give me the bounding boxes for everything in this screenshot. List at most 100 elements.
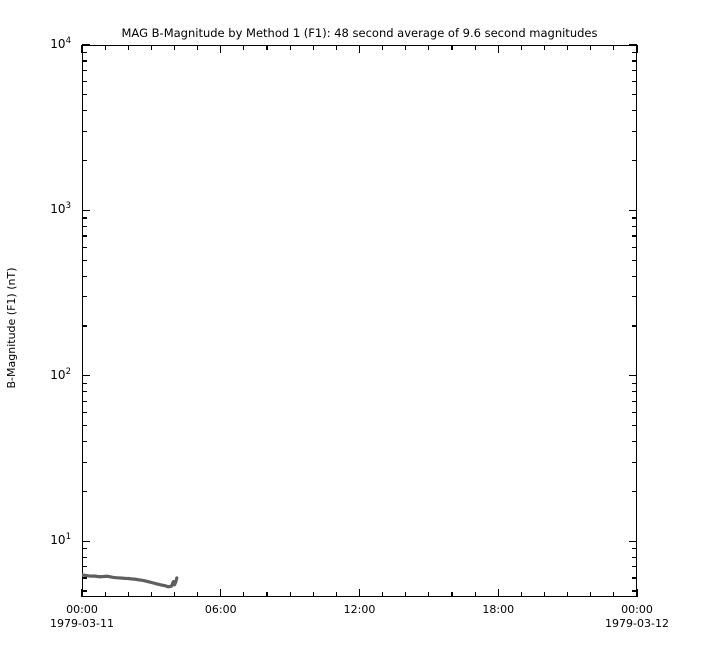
y-tick-minor-right — [632, 441, 637, 443]
x-tick-major-top — [220, 45, 222, 53]
y-tick-minor — [82, 400, 87, 403]
y-tick-minor-right — [632, 275, 637, 277]
y-tick-minor-right — [632, 51, 637, 54]
y-tick-minor — [82, 325, 87, 327]
x-tick-major-top — [358, 45, 361, 53]
series-polyline — [82, 573, 179, 589]
x-tick-minor — [335, 592, 337, 597]
y-tick-mantissa: 10 — [50, 533, 66, 548]
x-tick-minor-top — [312, 45, 314, 50]
x-tick-minor — [520, 592, 522, 597]
x-tick-minor-top — [289, 45, 291, 50]
y-tick-major — [82, 540, 90, 542]
x-tick-date: 1979-03-12 — [605, 616, 669, 630]
x-tick-minor-top — [335, 45, 337, 50]
y-tick-minor — [82, 566, 87, 568]
x-tick-minor-top — [474, 45, 476, 50]
y-tick-minor-right — [632, 81, 637, 83]
x-tick-minor-top — [173, 45, 176, 50]
y-tick-exponent: 4 — [65, 36, 71, 46]
x-tick-major — [81, 589, 83, 597]
y-tick-minor-right — [632, 296, 637, 298]
y-tick-minor — [82, 81, 87, 83]
y-tick-minor — [82, 110, 87, 112]
y-tick-minor-right — [632, 70, 637, 72]
y-tick-minor-right — [632, 382, 637, 384]
b-magnitude-line-series — [82, 573, 179, 589]
y-axis-label: B-Magnitude (F1) (nT) — [5, 267, 18, 389]
y-tick-major — [82, 209, 90, 212]
y-tick-minor-right — [632, 60, 637, 62]
y-tick-minor — [82, 577, 87, 579]
x-tick-minor-top — [382, 45, 384, 50]
x-tick-minor — [567, 592, 569, 597]
x-tick-minor-top — [243, 45, 245, 50]
x-tick-minor-top — [405, 45, 407, 50]
y-tick-minor-right — [632, 325, 637, 327]
y-tick-minor-right — [632, 391, 637, 393]
x-tick-minor — [150, 592, 152, 597]
y-tick-minor-right — [632, 490, 637, 492]
y-tick-exponent: 1 — [65, 532, 71, 543]
y-tick-minor — [82, 225, 87, 228]
x-tick-minor — [543, 592, 546, 597]
y-tick-mantissa: 10 — [50, 367, 66, 382]
y-tick-minor — [82, 94, 87, 96]
y-tick-minor — [82, 382, 87, 384]
x-tick-minor-top — [197, 45, 199, 50]
x-tick-minor — [428, 592, 430, 597]
y-tick-minor-right — [632, 160, 637, 162]
x-tick-time: 06:00 — [204, 603, 237, 616]
x-tick-date: 1979-03-11 — [50, 616, 114, 630]
x-tick-label: 12:00 — [315, 603, 405, 617]
x-tick-minor — [405, 592, 407, 597]
x-tick-minor-top — [567, 45, 569, 50]
y-tick-minor — [82, 425, 87, 427]
x-tick-major-top — [81, 45, 83, 53]
x-tick-minor — [590, 592, 592, 597]
y-tick-exponent: 2 — [65, 366, 71, 377]
y-tick-label: 104 — [50, 37, 71, 51]
y-tick-label: 103 — [50, 202, 71, 216]
y-tick-mantissa: 10 — [50, 37, 66, 51]
y-tick-major-right — [629, 375, 637, 377]
y-tick-minor — [82, 51, 87, 54]
x-tick-minor-top — [613, 45, 615, 50]
y-tick-minor — [82, 235, 87, 237]
x-tick-label: 18:00 — [453, 603, 543, 617]
x-tick-time: 00:00 — [66, 603, 98, 616]
x-tick-minor — [266, 592, 268, 597]
y-tick-major-right — [629, 209, 637, 212]
y-tick-minor-right — [632, 548, 637, 550]
y-tick-minor-right — [632, 590, 637, 592]
x-tick-minor-top — [428, 45, 430, 50]
x-tick-minor-top — [520, 45, 522, 50]
y-tick-minor-right — [632, 110, 637, 112]
y-tick-minor-right — [632, 94, 637, 96]
x-tick-minor — [243, 592, 245, 597]
y-tick-minor-right — [632, 425, 637, 427]
page-title: MAG B-Magnitude by Method 1 (F1): 48 sec… — [121, 26, 598, 40]
y-tick-minor — [82, 60, 87, 62]
x-tick-minor — [197, 592, 199, 597]
x-tick-minor-top — [590, 45, 592, 50]
plot-axes-frame — [82, 45, 637, 597]
x-tick-minor — [289, 592, 291, 597]
x-tick-minor — [104, 592, 106, 597]
x-tick-minor — [127, 592, 129, 597]
x-tick-label: 00:00 1979-03-12 — [592, 603, 682, 630]
x-tick-major — [220, 589, 222, 597]
x-tick-major — [636, 589, 638, 597]
x-tick-minor — [451, 592, 453, 597]
x-tick-minor-top — [266, 45, 268, 50]
y-tick-minor-right — [632, 461, 637, 463]
x-tick-major-top — [497, 45, 499, 53]
y-tick-minor-right — [632, 577, 637, 579]
y-tick-minor — [82, 490, 87, 492]
y-tick-mantissa: 10 — [50, 202, 66, 217]
y-tick-minor-right — [632, 566, 637, 568]
x-tick-label: 00:00 1979-03-11 — [37, 603, 127, 630]
y-tick-major — [82, 44, 90, 46]
y-tick-minor-right — [632, 130, 637, 133]
